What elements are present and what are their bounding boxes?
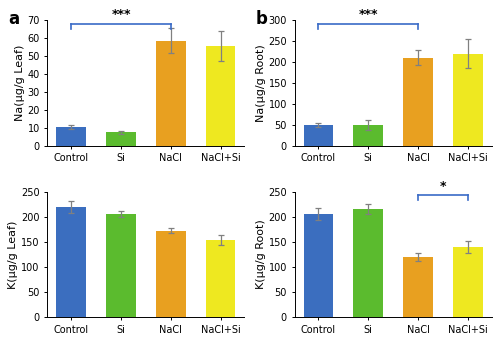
Y-axis label: K(μg/g Leaf): K(μg/g Leaf) [8,220,18,288]
Text: *: * [440,180,446,193]
Y-axis label: K(μg/g Root): K(μg/g Root) [256,220,266,289]
Bar [453,54,482,145]
Bar [156,231,186,317]
Bar [403,257,433,317]
Text: ***: *** [358,8,378,21]
Y-axis label: Na(μg/g Leaf): Na(μg/g Leaf) [14,45,24,121]
Bar [206,46,236,145]
Bar [403,58,433,145]
Bar [106,132,136,145]
Y-axis label: Na(μg/g Root): Na(μg/g Root) [256,44,266,122]
Bar [354,125,383,145]
Bar [304,214,334,317]
Bar [304,125,334,145]
Bar [56,127,86,145]
Text: a: a [8,10,19,28]
Bar [156,41,186,145]
Text: ***: *** [112,8,131,21]
Bar [354,209,383,317]
Bar [56,207,86,317]
Bar [106,214,136,317]
Text: b: b [255,10,267,28]
Bar [453,247,482,317]
Bar [206,240,236,317]
